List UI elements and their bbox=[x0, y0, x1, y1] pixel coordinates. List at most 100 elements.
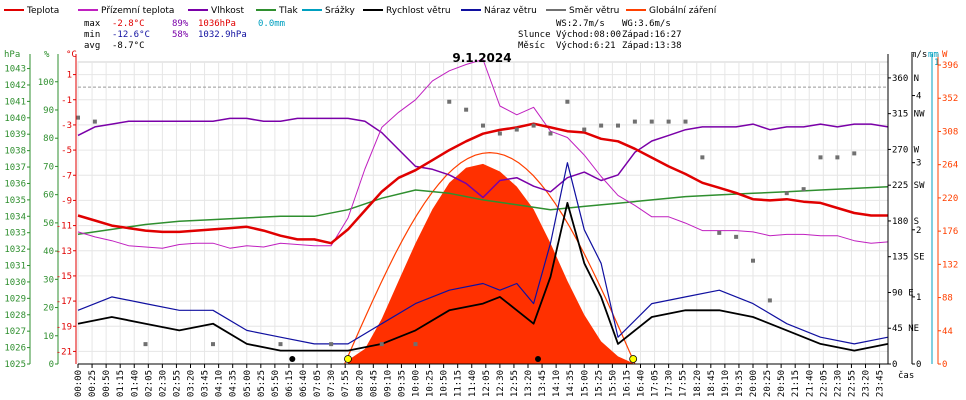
humidity-axis-label: 80 bbox=[43, 134, 54, 144]
temperature-axis-label: 1 bbox=[67, 71, 72, 81]
legend-swatch-smer bbox=[546, 9, 566, 11]
pressure-axis-label: 1032 bbox=[4, 245, 26, 255]
wind-dir-point bbox=[447, 99, 452, 104]
x-tick-label: 20:25 bbox=[763, 370, 773, 397]
x-tick-label: 06:15 bbox=[285, 370, 295, 397]
wind-dir-axis-label: 45 NE bbox=[892, 324, 919, 334]
wind-dir-axis-label: 90 E bbox=[892, 288, 914, 298]
pressure-axis-label: 1034 bbox=[4, 212, 26, 222]
humidity-axis-label: 60 bbox=[43, 191, 54, 201]
legend-swatch-zareni bbox=[626, 9, 646, 11]
stat-ws: WS:2.7m/s bbox=[556, 19, 605, 29]
pressure-axis-label: 1025 bbox=[4, 360, 26, 370]
stat-avg-temp: -8.7°C bbox=[112, 41, 145, 51]
legend-swatch-vlhkost bbox=[188, 9, 208, 11]
x-tick-label: 20:50 bbox=[777, 370, 787, 397]
x-tick-label: 16:15 bbox=[622, 370, 632, 397]
stat-sun-set: Západ:16:27 bbox=[622, 30, 682, 40]
wind-dir-point bbox=[531, 123, 536, 128]
x-tick-label: 10:25 bbox=[426, 370, 436, 397]
pressure-axis-label: 1036 bbox=[4, 179, 26, 189]
x-tick-label: 07:30 bbox=[327, 370, 337, 397]
x-tick-label: 14:10 bbox=[552, 370, 562, 397]
series-temperature bbox=[77, 122, 888, 245]
grid bbox=[77, 61, 889, 365]
humidity-axis-label: 20 bbox=[43, 304, 54, 314]
pressure-axis-label: 1031 bbox=[4, 262, 26, 272]
pressure-axis-label: 1026 bbox=[4, 344, 26, 354]
x-tick-label: 00:25 bbox=[88, 370, 98, 397]
x-tick-label: 13:20 bbox=[524, 370, 534, 397]
x-tick-label: 03:20 bbox=[187, 370, 197, 397]
wind-dir-axis-label: 135 SE bbox=[892, 253, 925, 263]
pressure-axis-label: 1041 bbox=[4, 97, 26, 107]
pressure-axis-label: 1040 bbox=[4, 114, 26, 124]
wind-dir-point bbox=[211, 342, 215, 347]
radiation-axis-label: 396 bbox=[942, 61, 958, 71]
x-tick-label: 19:10 bbox=[721, 370, 731, 397]
axis-unit-hpa: hPa bbox=[4, 50, 20, 60]
x-tick-label: 00:50 bbox=[102, 370, 112, 397]
wind-dir-point bbox=[582, 127, 587, 132]
x-tick-label: 08:45 bbox=[369, 370, 379, 397]
wind-dir-point bbox=[734, 234, 739, 239]
legend-label-tlak: Tlak bbox=[278, 6, 299, 16]
wind-dir-point bbox=[666, 119, 671, 124]
pressure-axis-label: 1030 bbox=[4, 278, 26, 288]
wind-dir-axis-label: 225 SW bbox=[892, 181, 925, 191]
axis-unit-ms: m/s bbox=[911, 50, 927, 60]
radiation-axis-label: 132 bbox=[942, 260, 958, 270]
stat-max-hum: 89% bbox=[172, 19, 189, 29]
x-tick-label: 21:40 bbox=[805, 370, 815, 397]
humidity-axis-label: 50 bbox=[43, 219, 54, 229]
radiation-axis-label: 176 bbox=[942, 227, 958, 237]
stat-wg: WG:3.6m/s bbox=[622, 19, 671, 29]
wind-dir-point bbox=[717, 230, 722, 235]
temperature-axis-label: -21 bbox=[56, 347, 72, 357]
x-tick-label: 11:15 bbox=[454, 370, 464, 397]
series-humidity bbox=[77, 117, 889, 199]
x-tick-label: 14:35 bbox=[566, 370, 576, 397]
x-tick-label: 04:35 bbox=[229, 370, 239, 397]
legend-label-teplota: Teplota bbox=[26, 6, 59, 16]
legend: Teplota Přízemní teplota Vlhkost Tlak Sr… bbox=[4, 6, 717, 16]
series-wind-speed bbox=[77, 202, 889, 352]
humidity-axis-label: 100 bbox=[38, 78, 54, 88]
wind-dir-point bbox=[700, 155, 705, 160]
x-tick-label: 01:40 bbox=[130, 370, 140, 397]
legend-swatch-teplota bbox=[4, 9, 24, 11]
x-tick-label: 18:45 bbox=[707, 370, 717, 397]
wind-dir-point bbox=[599, 123, 604, 128]
pressure-axis-label: 1033 bbox=[4, 229, 26, 239]
stat-min-press: 1032.9hPa bbox=[198, 30, 247, 40]
stat-max-label: max bbox=[84, 19, 101, 29]
radiation-axis-label: 88 bbox=[942, 294, 953, 304]
legend-swatch-srazky bbox=[302, 9, 322, 11]
wind-dir-point bbox=[767, 298, 772, 303]
wind-dir-point bbox=[76, 115, 80, 120]
x-tick-label: 18:20 bbox=[693, 370, 703, 397]
x-tick-label: 23:45 bbox=[876, 370, 886, 397]
x-tick-label: 19:35 bbox=[735, 370, 745, 397]
legend-label-srazky: Srážky bbox=[325, 6, 356, 16]
wind-dir-axis-label: 315 NW bbox=[892, 110, 925, 120]
wind-dir-point bbox=[784, 191, 789, 196]
x-tick-label: 11:40 bbox=[468, 370, 478, 397]
legend-swatch-prizemni-teplota bbox=[78, 9, 98, 11]
x-tick-label: 10:00 bbox=[412, 370, 422, 397]
temperature-axis-label: -7 bbox=[61, 171, 72, 181]
x-tick-label: 23:20 bbox=[862, 370, 872, 397]
temperature-axis-label: -19 bbox=[56, 322, 72, 332]
legend-label-vlhkost: Vlhkost bbox=[211, 6, 244, 16]
x-tick-label: 12:05 bbox=[482, 370, 492, 397]
chart-title: 9.1.2024 bbox=[452, 51, 511, 65]
axis-unit-mm: mm bbox=[928, 50, 939, 60]
x-tick-label: 01:15 bbox=[116, 370, 126, 397]
wind-dir-axis-label: 360 N bbox=[892, 74, 919, 84]
pressure-axis-label: 1038 bbox=[4, 147, 26, 157]
sun-marker bbox=[629, 355, 638, 363]
x-tick-label: 05:25 bbox=[257, 370, 267, 397]
stat-avg-label: avg bbox=[84, 41, 100, 51]
x-tick-label: 17:30 bbox=[665, 370, 675, 397]
